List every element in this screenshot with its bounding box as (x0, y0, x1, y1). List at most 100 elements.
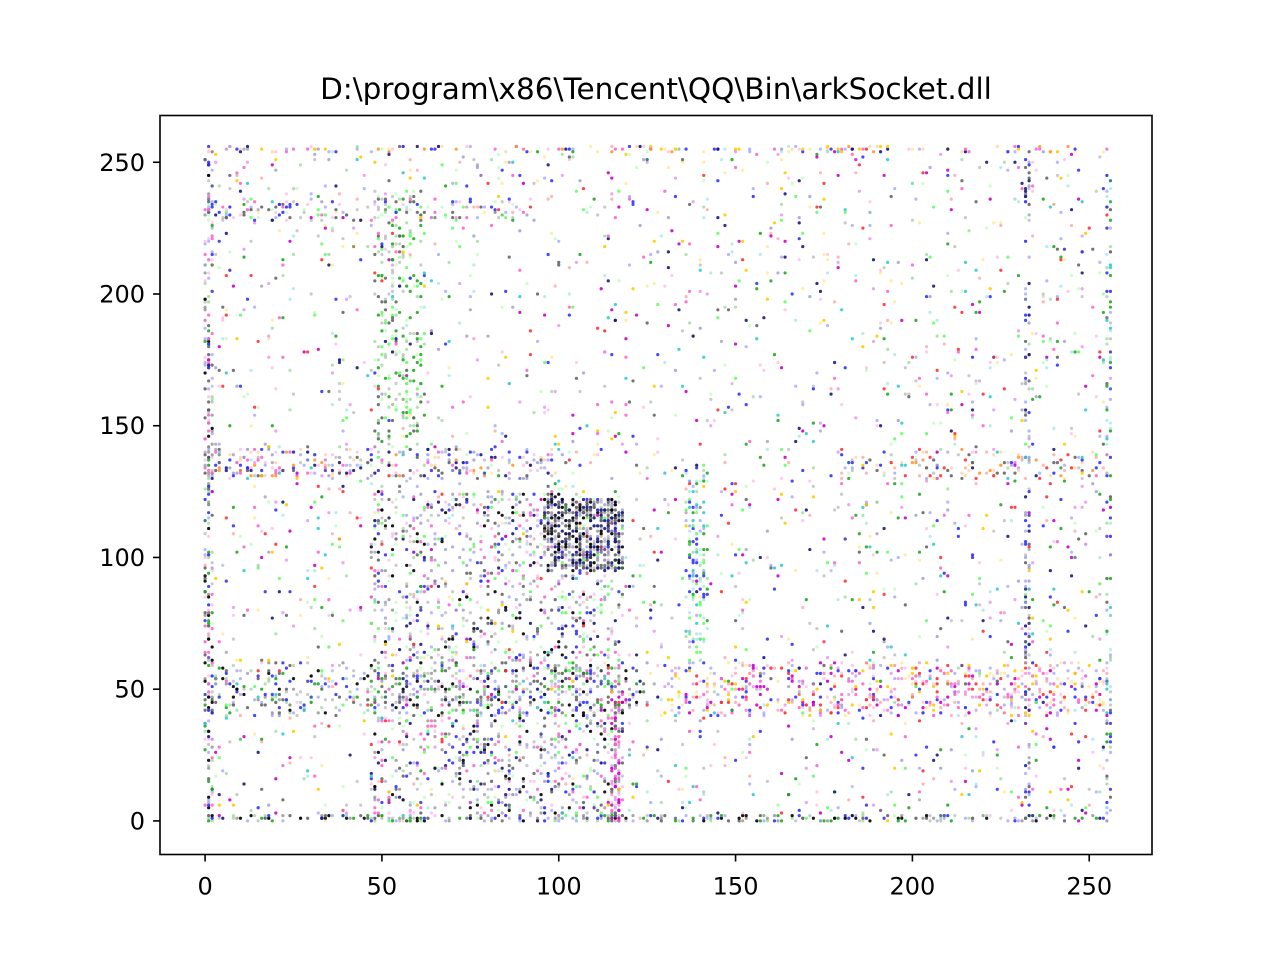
scatter-point (419, 540, 423, 544)
scatter-point (387, 387, 391, 391)
scatter-point (518, 711, 522, 715)
scatter-point (207, 313, 211, 317)
scatter-point (1108, 750, 1113, 755)
scatter-point (408, 234, 412, 238)
scatter-point (603, 518, 607, 523)
scatter-point (868, 458, 872, 462)
scatter-point (999, 706, 1003, 710)
scatter-point (207, 658, 211, 662)
scatter-point (419, 358, 423, 362)
scatter-point (1023, 650, 1028, 654)
scatter-point (468, 708, 472, 712)
scatter-point (1098, 461, 1102, 465)
scatter-point (617, 745, 621, 749)
scatter-point (507, 792, 511, 797)
scatter-point (588, 663, 593, 668)
scatter-point (511, 658, 515, 662)
scatter-point (270, 466, 274, 470)
scatter-point (705, 471, 709, 475)
scatter-point (405, 381, 409, 386)
scatter-point (493, 545, 497, 549)
scatter-point (620, 511, 625, 515)
scatter-point (599, 669, 603, 673)
scatter-point (210, 550, 214, 554)
scatter-point (507, 450, 511, 454)
scatter-point (733, 695, 738, 699)
scatter-point (327, 150, 331, 154)
scatter-point (832, 682, 837, 686)
scatter-point (733, 682, 738, 686)
scatter-point (405, 742, 409, 747)
scatter-point (373, 687, 377, 691)
scatter-point (1023, 690, 1028, 694)
scatter-point (610, 521, 614, 525)
scatter-point (553, 598, 557, 602)
scatter-point (917, 671, 922, 675)
scatter-point (567, 563, 571, 567)
scatter-point (610, 708, 614, 712)
scatter-point (783, 703, 787, 707)
scatter-point (1073, 671, 1077, 675)
scatter-point (472, 724, 476, 728)
scatter-point (1023, 795, 1028, 799)
scatter-point (560, 555, 564, 560)
scatter-point (383, 600, 388, 604)
scatter-point (267, 208, 271, 212)
scatter-point (603, 727, 607, 731)
scatter-point (500, 455, 504, 459)
scatter-point (398, 716, 402, 720)
scatter-point (1027, 202, 1031, 207)
scatter-point (507, 700, 511, 704)
scatter-point (451, 634, 455, 639)
scatter-point (316, 682, 320, 686)
scatter-point (440, 666, 444, 670)
scatter-point (787, 150, 791, 154)
scatter-point (217, 461, 221, 465)
scatter-point (893, 677, 897, 681)
scatter-point (585, 497, 589, 502)
scatter-point (557, 550, 561, 554)
scatter-point (436, 600, 441, 604)
scatter-point (847, 144, 851, 149)
scatter-point (518, 819, 522, 823)
scatter-point (1077, 661, 1081, 665)
scatter-point (550, 503, 554, 507)
scatter-point (836, 711, 840, 715)
scatter-point (613, 777, 617, 781)
scatter-point (458, 758, 462, 762)
scatter-point (1027, 184, 1031, 188)
scatter-point (380, 363, 384, 367)
scatter-point (203, 703, 207, 707)
scatter-point (829, 687, 833, 691)
scatter-point (1105, 534, 1109, 538)
scatter-point (557, 679, 561, 683)
scatter-point (818, 147, 823, 151)
scatter-point (967, 669, 971, 673)
scatter-point (1023, 292, 1028, 296)
scatter-point (581, 711, 586, 715)
scatter-point (772, 814, 777, 818)
scatter-point (977, 695, 982, 699)
scatter-point (546, 526, 550, 531)
scatter-point (207, 300, 211, 304)
scatter-point (433, 690, 437, 694)
scatter-point (924, 706, 929, 710)
scatter-point (797, 814, 801, 818)
scatter-point (440, 698, 444, 702)
scatter-point (454, 503, 458, 507)
scatter-point (422, 671, 426, 675)
scatter-point (801, 816, 805, 820)
scatter-point (518, 658, 522, 662)
scatter-point (606, 750, 610, 755)
scatter-point (429, 463, 434, 467)
scatter-point (1108, 516, 1113, 520)
scatter-point (737, 147, 741, 151)
scatter-point (344, 677, 349, 681)
scatter-point (1034, 458, 1038, 462)
scatter-point (405, 695, 409, 699)
scatter-point (320, 706, 324, 710)
scatter-point (295, 692, 299, 697)
scatter-point (249, 450, 253, 454)
scatter-point (539, 661, 543, 665)
scatter-point (886, 144, 890, 149)
